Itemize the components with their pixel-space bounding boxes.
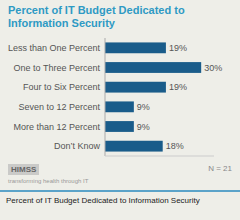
zero-line xyxy=(105,38,106,156)
data-label: 19% xyxy=(169,82,187,92)
bars xyxy=(105,42,201,151)
y-tick-label: Seven to 12 Percent xyxy=(18,102,100,112)
divider xyxy=(0,190,240,192)
data-label: 9% xyxy=(137,122,150,132)
y-tick-label: One to Three Percent xyxy=(14,63,101,73)
bar xyxy=(105,101,134,112)
data-label: 18% xyxy=(166,141,184,151)
n-label: N = 21 xyxy=(208,164,232,173)
tagline: transforming health through IT xyxy=(8,178,88,184)
logo: HIMSS xyxy=(8,164,39,175)
footer: Percent of IT Budget Dedicated to Inform… xyxy=(6,196,236,206)
data-label: 30% xyxy=(204,63,222,73)
y-tick-label: Less than One Percent xyxy=(8,43,101,53)
data-label: 9% xyxy=(137,102,150,112)
x-axis-line xyxy=(105,156,214,157)
y-tick-labels: Less than One Percent One to Three Percen… xyxy=(8,43,101,151)
y-tick-label: Four to Six Percent xyxy=(23,82,101,92)
title: Percent of IT Budget Dedicated to Inform… xyxy=(8,4,234,30)
bar xyxy=(105,121,134,132)
data-label: 19% xyxy=(169,43,187,53)
y-tick-label: Don’t Know xyxy=(54,141,101,151)
bar xyxy=(105,141,163,152)
data-labels: 19% 30% 19% 9% 9% 18% xyxy=(137,43,222,151)
bar xyxy=(105,62,201,73)
y-tick-label: More than 12 Percent xyxy=(13,122,100,132)
bar xyxy=(105,42,166,53)
chart: Less than One Percent One to Three Percen… xyxy=(0,34,240,162)
bar xyxy=(105,82,166,93)
